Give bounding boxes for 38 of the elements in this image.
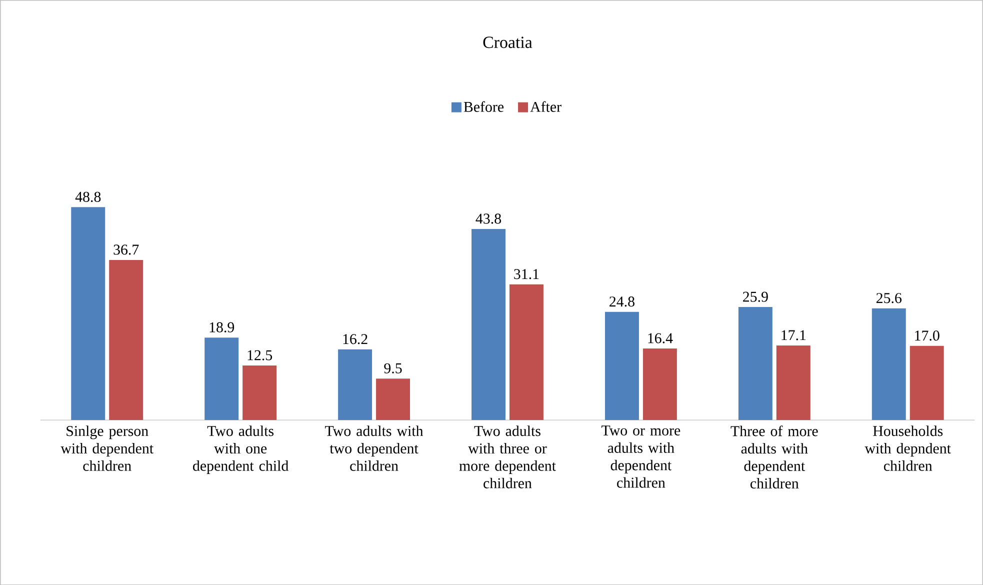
bar [604, 312, 639, 420]
bar [472, 228, 506, 420]
data-label: 12.5 [248, 350, 272, 360]
bar [872, 308, 906, 420]
x-tick-label: Two adults with three or more dependent children [459, 425, 556, 488]
data-label: 17.1 [782, 330, 806, 340]
x-tick-label: Two adults with one dependent child [193, 425, 288, 474]
bar [509, 284, 544, 420]
data-label: 25.6 [876, 292, 902, 304]
data-label: 16.4 [648, 333, 673, 344]
bar [338, 349, 372, 420]
chart-title: Croatia [483, 36, 532, 48]
data-label: 17.0 [915, 330, 940, 341]
bar [376, 378, 410, 420]
data-label: 16.2 [343, 334, 368, 344]
x-tick-label: Two adults with two dependent children [325, 425, 424, 471]
data-label: 48.8 [75, 192, 101, 202]
data-label: 24.8 [610, 296, 634, 307]
x-tick-label: Two or more adults with dependent children [602, 425, 680, 488]
bar [642, 348, 677, 420]
bar [776, 345, 810, 420]
data-label: 9.5 [384, 363, 402, 374]
data-label: 31.1 [514, 268, 539, 280]
data-label: 36.7 [114, 244, 139, 255]
bar [910, 346, 944, 420]
bar [242, 365, 277, 420]
data-label: 43.8 [476, 213, 502, 224]
x-tick-label: Three of more adults with dependent children [730, 425, 818, 488]
bar [738, 306, 772, 420]
legend-label: After [530, 101, 562, 112]
bar [109, 260, 144, 420]
x-tick-label: Sinlge person with dependent children [60, 425, 154, 471]
data-label: 25.9 [743, 292, 768, 302]
x-tick-label: Households with depndent children [864, 425, 951, 471]
legend-label: Before [464, 101, 504, 112]
bar [71, 206, 106, 420]
data-label: 18.9 [210, 322, 234, 332]
bar [204, 337, 239, 420]
